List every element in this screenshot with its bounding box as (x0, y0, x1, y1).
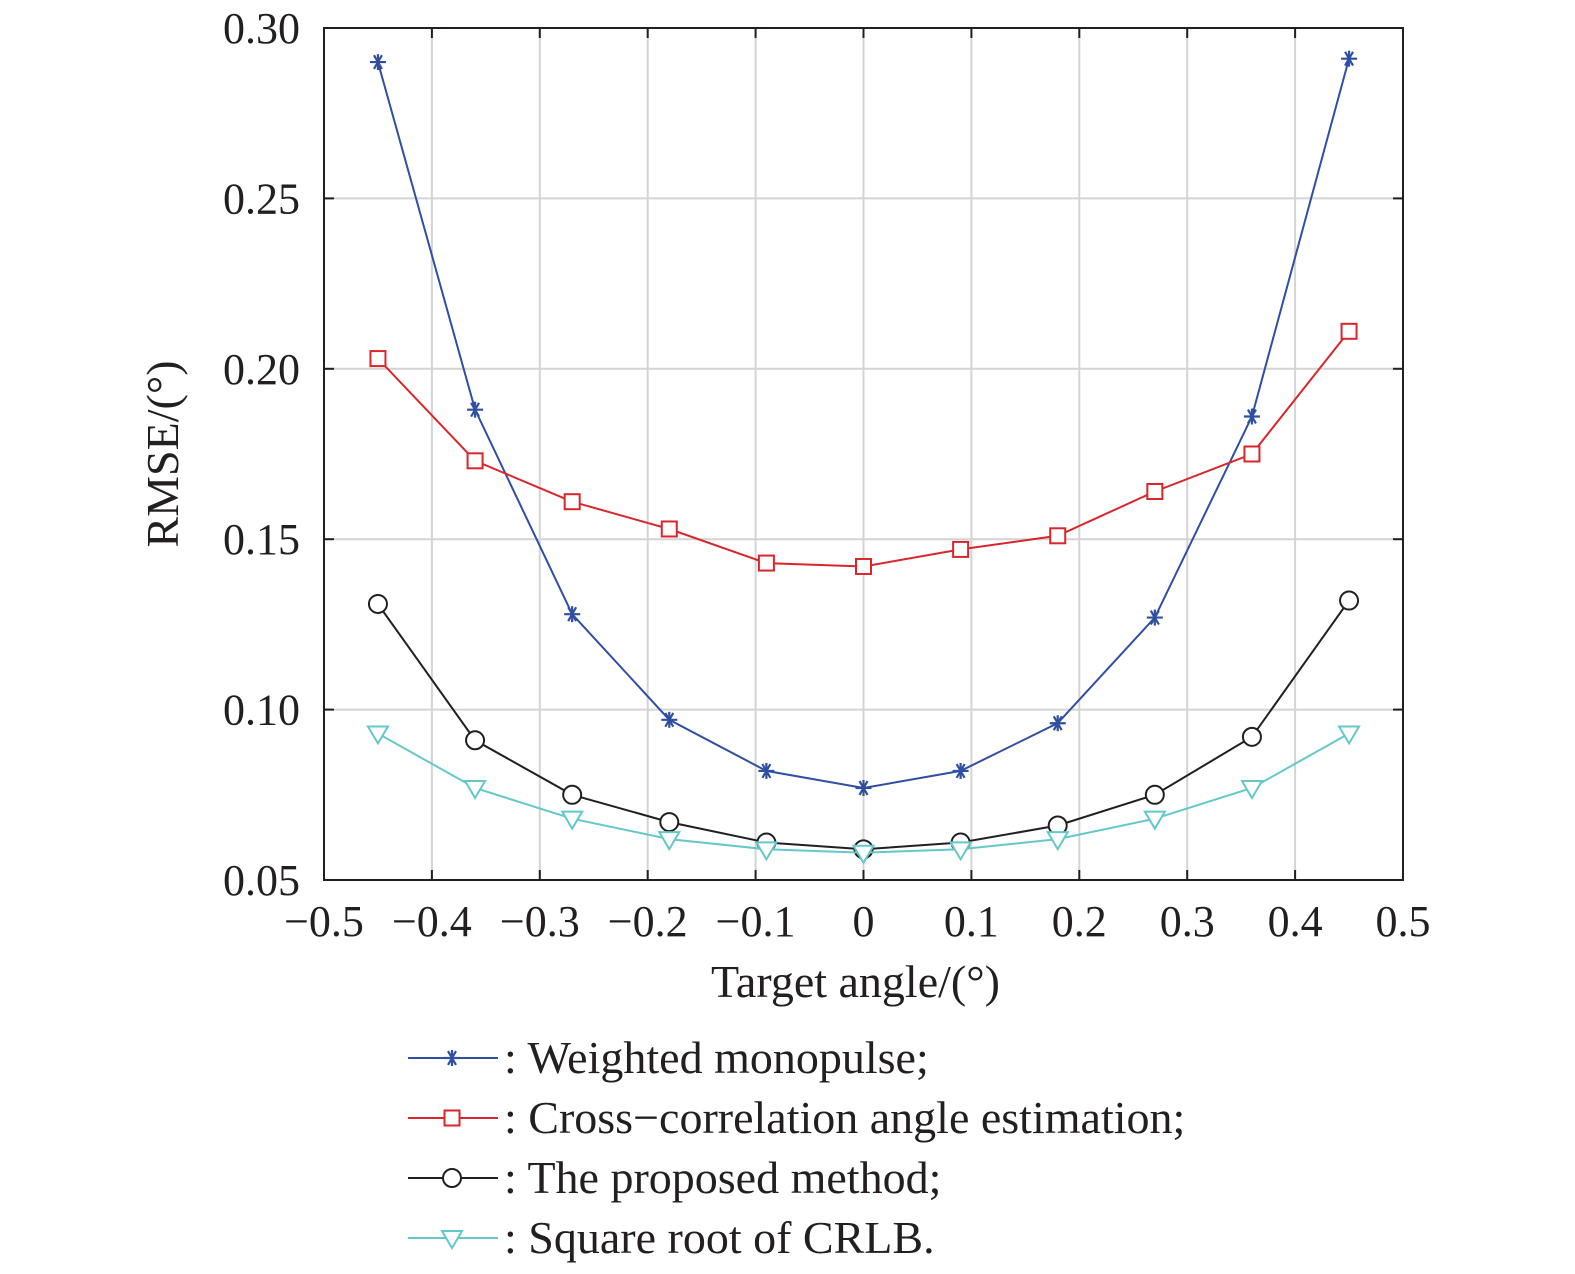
series-2-point (1243, 445, 1261, 463)
series-2-point (660, 520, 678, 538)
legend-label: : The proposed method; (504, 1152, 941, 1203)
x-tick-label: 0.3 (1160, 897, 1215, 946)
series-3-point (1144, 784, 1165, 805)
series-4-point (851, 844, 876, 865)
series-2-point (952, 540, 970, 558)
legend-swatch-marker (443, 1109, 461, 1127)
legend-entry-1: : Weighted monopulse; (408, 1032, 929, 1083)
series-1-point (1341, 50, 1358, 67)
x-axis-title: Target angle/(°) (711, 956, 1000, 1007)
y-tick-label: 0.20 (223, 345, 300, 394)
series-4-point (560, 810, 584, 831)
series-3-point (1241, 726, 1262, 747)
y-tick-label: 0.30 (223, 4, 300, 53)
series-4-point (657, 831, 682, 852)
series-2-point (1340, 322, 1358, 340)
series-4-point (948, 841, 973, 862)
legend-label: : Square root of CRLB. (504, 1212, 935, 1263)
y-axis-ticks: 0.05 0.10 0.15 0.20 0.25 0.30 (223, 4, 1403, 905)
y-tick-label: 0.25 (223, 174, 300, 223)
legend-entry-3: : The proposed method; (408, 1152, 941, 1203)
series-1-point (1146, 609, 1163, 626)
series-4-point (366, 725, 390, 746)
y-axis-title: RMSE/(°) (137, 360, 188, 547)
series-4 (366, 725, 1361, 865)
x-tick-label: 0.5 (1376, 897, 1431, 946)
x-tick-label: −0.2 (608, 897, 688, 946)
series-2-point (369, 350, 387, 368)
series-4-point (754, 841, 779, 862)
series-4-point (1143, 810, 1167, 831)
legend-entry-2: : Cross−correlation angle estimation; (408, 1092, 1185, 1143)
plot-frame (323, 27, 1404, 881)
x-tick-label: 0.4 (1268, 897, 1323, 946)
legend-label: : Cross−correlation angle estimation; (504, 1092, 1185, 1143)
x-axis-ticks: −0.5 −0.4 −0.3 −0.2 −0.1 0 0.1 0.2 0.3 0.4 0.5 (284, 28, 1431, 946)
series-1 (369, 50, 1358, 796)
legend-swatch-marker (442, 1168, 462, 1188)
series-1-point (1243, 408, 1260, 425)
series-2-point (855, 557, 872, 575)
series-3-point (659, 812, 680, 833)
series-layer (366, 50, 1361, 865)
y-tick-label: 0.15 (223, 515, 300, 564)
series-4-point (1240, 779, 1264, 800)
series-2-point (466, 452, 484, 470)
series-1-point (564, 606, 581, 623)
series-2-point (563, 493, 581, 511)
series-2-point (757, 554, 775, 572)
series-2-point (1146, 482, 1164, 500)
x-tick-label: −0.3 (500, 897, 580, 946)
legend: : Weighted monopulse; : Cross−correlation… (408, 1032, 1185, 1263)
series-4-point (1045, 831, 1070, 852)
grid (324, 28, 1403, 880)
series-4-point (463, 779, 487, 800)
y-tick-label: 0.05 (223, 856, 300, 905)
legend-swatch-marker (444, 1050, 460, 1066)
series-1-point (661, 711, 678, 728)
x-tick-label: −0.5 (284, 897, 364, 946)
series-1-point (758, 762, 775, 779)
series-3-point (562, 784, 583, 805)
series-3-point (1339, 590, 1360, 611)
series-4-point (1337, 725, 1361, 746)
legend-swatch-marker (440, 1230, 464, 1250)
x-tick-label: 0.2 (1052, 897, 1107, 946)
legend-entry-4: : Square root of CRLB. (408, 1212, 935, 1263)
x-tick-label: 0 (853, 897, 875, 946)
series-1-point (1049, 715, 1066, 732)
series-1-point (952, 762, 969, 779)
series-2 (369, 322, 1358, 575)
x-tick-label: −0.4 (392, 897, 472, 946)
series-1-point (369, 54, 386, 71)
x-tick-label: −0.1 (716, 897, 796, 946)
legend-label: : Weighted monopulse; (504, 1032, 929, 1083)
series-1-point (467, 401, 484, 418)
x-tick-label: 0.1 (944, 897, 999, 946)
series-3-point (367, 593, 388, 614)
series-2-point (1049, 527, 1067, 545)
series-1-point (855, 779, 872, 796)
y-tick-label: 0.10 (223, 686, 300, 735)
series-3-point (465, 730, 486, 751)
